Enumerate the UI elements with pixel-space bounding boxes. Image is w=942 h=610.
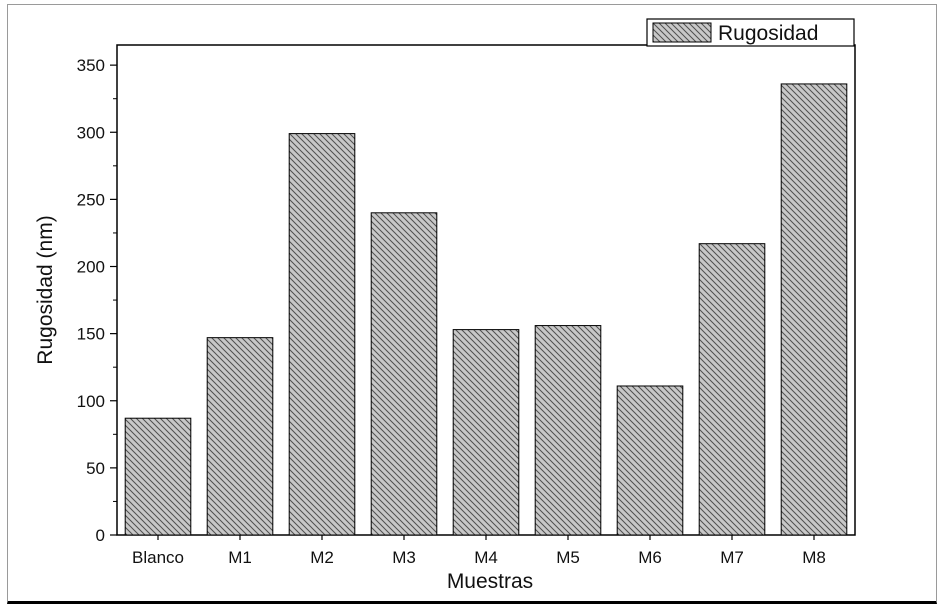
- x-tick-label: M3: [392, 548, 416, 567]
- bar-m7: [698, 243, 766, 536]
- y-tick-label: 50: [86, 459, 105, 478]
- x-tick-label: M7: [720, 548, 744, 567]
- bar-m1: [206, 337, 274, 536]
- bar-blanco: [124, 417, 192, 536]
- x-axis: Blanco M1 M2 M3 M4 M5 M6 M7 M8: [132, 535, 826, 567]
- x-tick-label: Blanco: [132, 548, 184, 567]
- bar-m8: [780, 83, 848, 536]
- y-tick-label: 150: [77, 325, 105, 344]
- bar-m5: [534, 325, 602, 536]
- y-tick-label: 350: [77, 56, 105, 75]
- bar-m3: [370, 212, 438, 536]
- legend-label: Rugosidad: [718, 22, 818, 45]
- x-tick-label: M5: [556, 548, 580, 567]
- figure-frame: [7, 4, 937, 604]
- y-tick-label: 100: [77, 392, 105, 411]
- x-tick-label: M2: [310, 548, 334, 567]
- y-axis-title: Rugosidad (nm): [34, 215, 57, 364]
- x-tick-label: M8: [802, 548, 826, 567]
- legend: Rugosidad: [646, 18, 855, 47]
- bars-group: [124, 83, 848, 536]
- x-axis-title: Muestras: [447, 570, 533, 593]
- y-tick-label: 300: [77, 123, 105, 142]
- bar-m6: [616, 385, 684, 536]
- legend-swatch: [652, 22, 712, 43]
- y-axis: 0 50 100 150 200 250 300 350: [77, 56, 117, 545]
- bar-m2: [288, 133, 356, 536]
- y-tick-label: 200: [77, 258, 105, 277]
- y-tick-label: 0: [96, 526, 105, 545]
- x-tick-label: M6: [638, 548, 662, 567]
- y-tick-label: 250: [77, 190, 105, 209]
- x-tick-label: M1: [228, 548, 252, 567]
- bar-m4: [452, 329, 520, 536]
- x-tick-label: M4: [474, 548, 498, 567]
